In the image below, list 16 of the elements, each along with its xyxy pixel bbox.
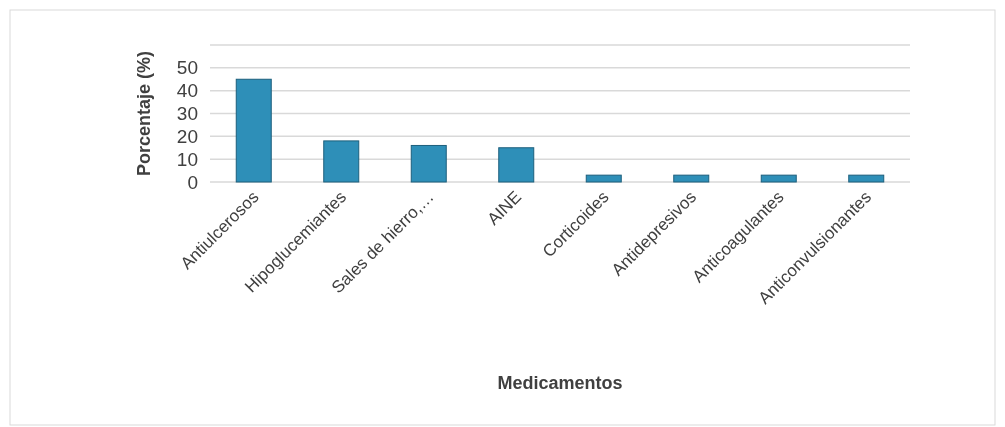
x-axis-title: Medicamentos [497,373,623,393]
bar [848,174,885,183]
bar [585,174,622,183]
y-axis-title: Porcentaje (%) [134,50,154,177]
y-tick-label: 40 [176,80,198,102]
y-tick-label: 20 [176,125,198,147]
bar [498,147,535,183]
bar [235,78,272,183]
bar [673,174,710,183]
y-tick-label: 0 [187,171,198,193]
bar [410,144,447,183]
bar [323,140,360,183]
y-tick-label: 30 [176,103,198,125]
bar [760,174,797,183]
y-tick-label: 50 [176,57,198,79]
y-tick-label: 10 [176,148,198,170]
